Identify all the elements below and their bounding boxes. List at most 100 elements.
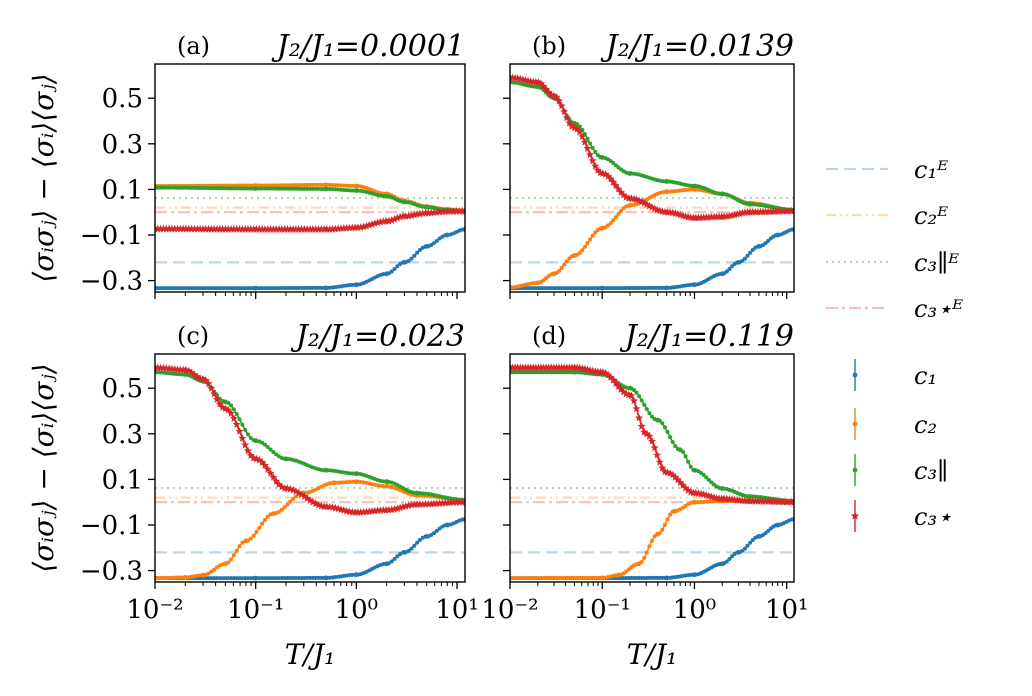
data-marker-c3par [701,472,706,477]
data-marker-c3par [192,185,197,190]
data-point-c2 [671,508,677,514]
data-marker-c1 [220,286,225,291]
panel-a: 0.5 0.3 0.1 −0.1 −0.3 (a) J₂/J₁=0.0001 ⟨σᵢσⱼ⟩ −… [27,29,466,299]
data-marker-c1 [282,286,287,291]
data-marker-c2 [260,183,265,188]
data-marker-c2 [611,218,616,223]
data-marker-c2 [271,183,276,188]
data-marker-c3par [274,452,279,457]
data-marker-c1 [350,572,355,577]
data-marker-c3par [246,186,250,191]
data-marker-c3par [293,186,298,191]
data-point-c3star [572,365,577,371]
data-marker-c1 [766,238,771,243]
data-marker-c3star [210,389,219,398]
data-marker-c2 [277,183,281,188]
data-point-c1 [692,282,697,288]
data-marker-c1 [313,285,318,290]
data-point-c2 [331,480,337,486]
data-point-c3star [401,213,407,219]
legend-item-c1: c₁ [852,359,937,391]
data-marker-c3par [313,186,318,191]
data-marker-c1 [172,286,177,291]
data-point-c1 [692,572,697,578]
data-marker-c3par [704,475,709,480]
data-point-c3par [747,494,753,499]
data-point-c2 [323,182,329,188]
data-marker-c1 [285,286,290,291]
data-marker-c1 [229,286,234,291]
data-point-c1 [664,285,670,291]
data-marker-c3par [350,471,355,476]
data-point-c1 [384,271,390,277]
data-marker-c3star [583,144,592,152]
data-point-c3star [353,510,359,515]
data-marker-c1 [203,286,208,291]
data-marker-c3par [665,430,670,435]
data-marker-c2 [167,575,172,580]
data-marker-c3par [237,186,242,191]
data-marker-c3par [265,444,270,449]
data-marker-c1 [240,286,245,291]
data-marker-c2 [665,517,670,522]
data-marker-c3par [184,185,188,190]
data-point-c3star [414,502,420,507]
series-c3par [155,185,465,214]
data-marker-c2 [585,241,590,246]
data-marker-c3par [637,394,642,399]
data-marker-c3par [217,186,222,191]
data-marker-c3star [580,138,589,146]
data-marker-c1 [305,575,310,580]
data-point-c3par [253,438,259,444]
panel-ratio-title: J₂/J₁=0.119 [619,319,794,354]
data-marker-c3par [585,136,590,141]
data-point-c1 [444,522,450,528]
data-marker-c1 [234,576,239,581]
data-marker-c3par [268,186,273,191]
data-point-c3par [599,155,605,160]
legend-item-c1E: c₁ᴱ [826,156,948,184]
data-marker-c1 [434,528,439,533]
data-marker-c3par [234,186,239,191]
data-marker-c1 [198,576,203,581]
data-marker-c3star [629,396,638,405]
data-marker-c3par [271,186,276,191]
series-c3star [510,363,794,506]
data-point-c2 [627,202,633,208]
data-marker-c3star [562,113,571,122]
series-c1 [155,226,465,291]
legend-marker [852,467,858,473]
data-marker-c3star [575,127,584,136]
data-point-c3par [253,186,259,191]
data-marker-c3star [232,420,241,428]
data-point-c3star [664,209,670,215]
x-tick-label: 10⁻² [481,595,538,625]
data-marker-c2 [288,183,293,188]
data-point-c1 [323,575,329,581]
data-point-c3par [747,201,753,207]
data-marker-c2 [580,248,585,253]
data-point-c1 [719,271,725,277]
data-marker-c1 [246,576,250,581]
data-marker-c2 [347,479,352,484]
data-marker-c1 [181,286,186,291]
legend-marker [852,372,858,378]
data-point-c3par [719,191,725,197]
data-marker-c3par [277,186,281,191]
data-marker-c1 [293,285,298,290]
data-marker-c3par [189,185,194,190]
data-marker-c1 [302,575,307,580]
data-marker-c2 [577,250,582,255]
data-marker-c1 [291,575,296,580]
data-marker-c1 [265,286,270,291]
data-marker-c1 [730,264,735,269]
plot-area [155,363,465,581]
data-marker-c2 [668,512,673,517]
data-point-c3star [627,392,633,398]
data-point-c3par [384,479,390,485]
legend-item-c3star: c₃⋆ [850,500,952,532]
data-marker-c2 [268,183,273,188]
data-marker-c1 [178,286,183,291]
data-marker-c3par [305,186,310,191]
data-marker-c1 [740,548,745,553]
